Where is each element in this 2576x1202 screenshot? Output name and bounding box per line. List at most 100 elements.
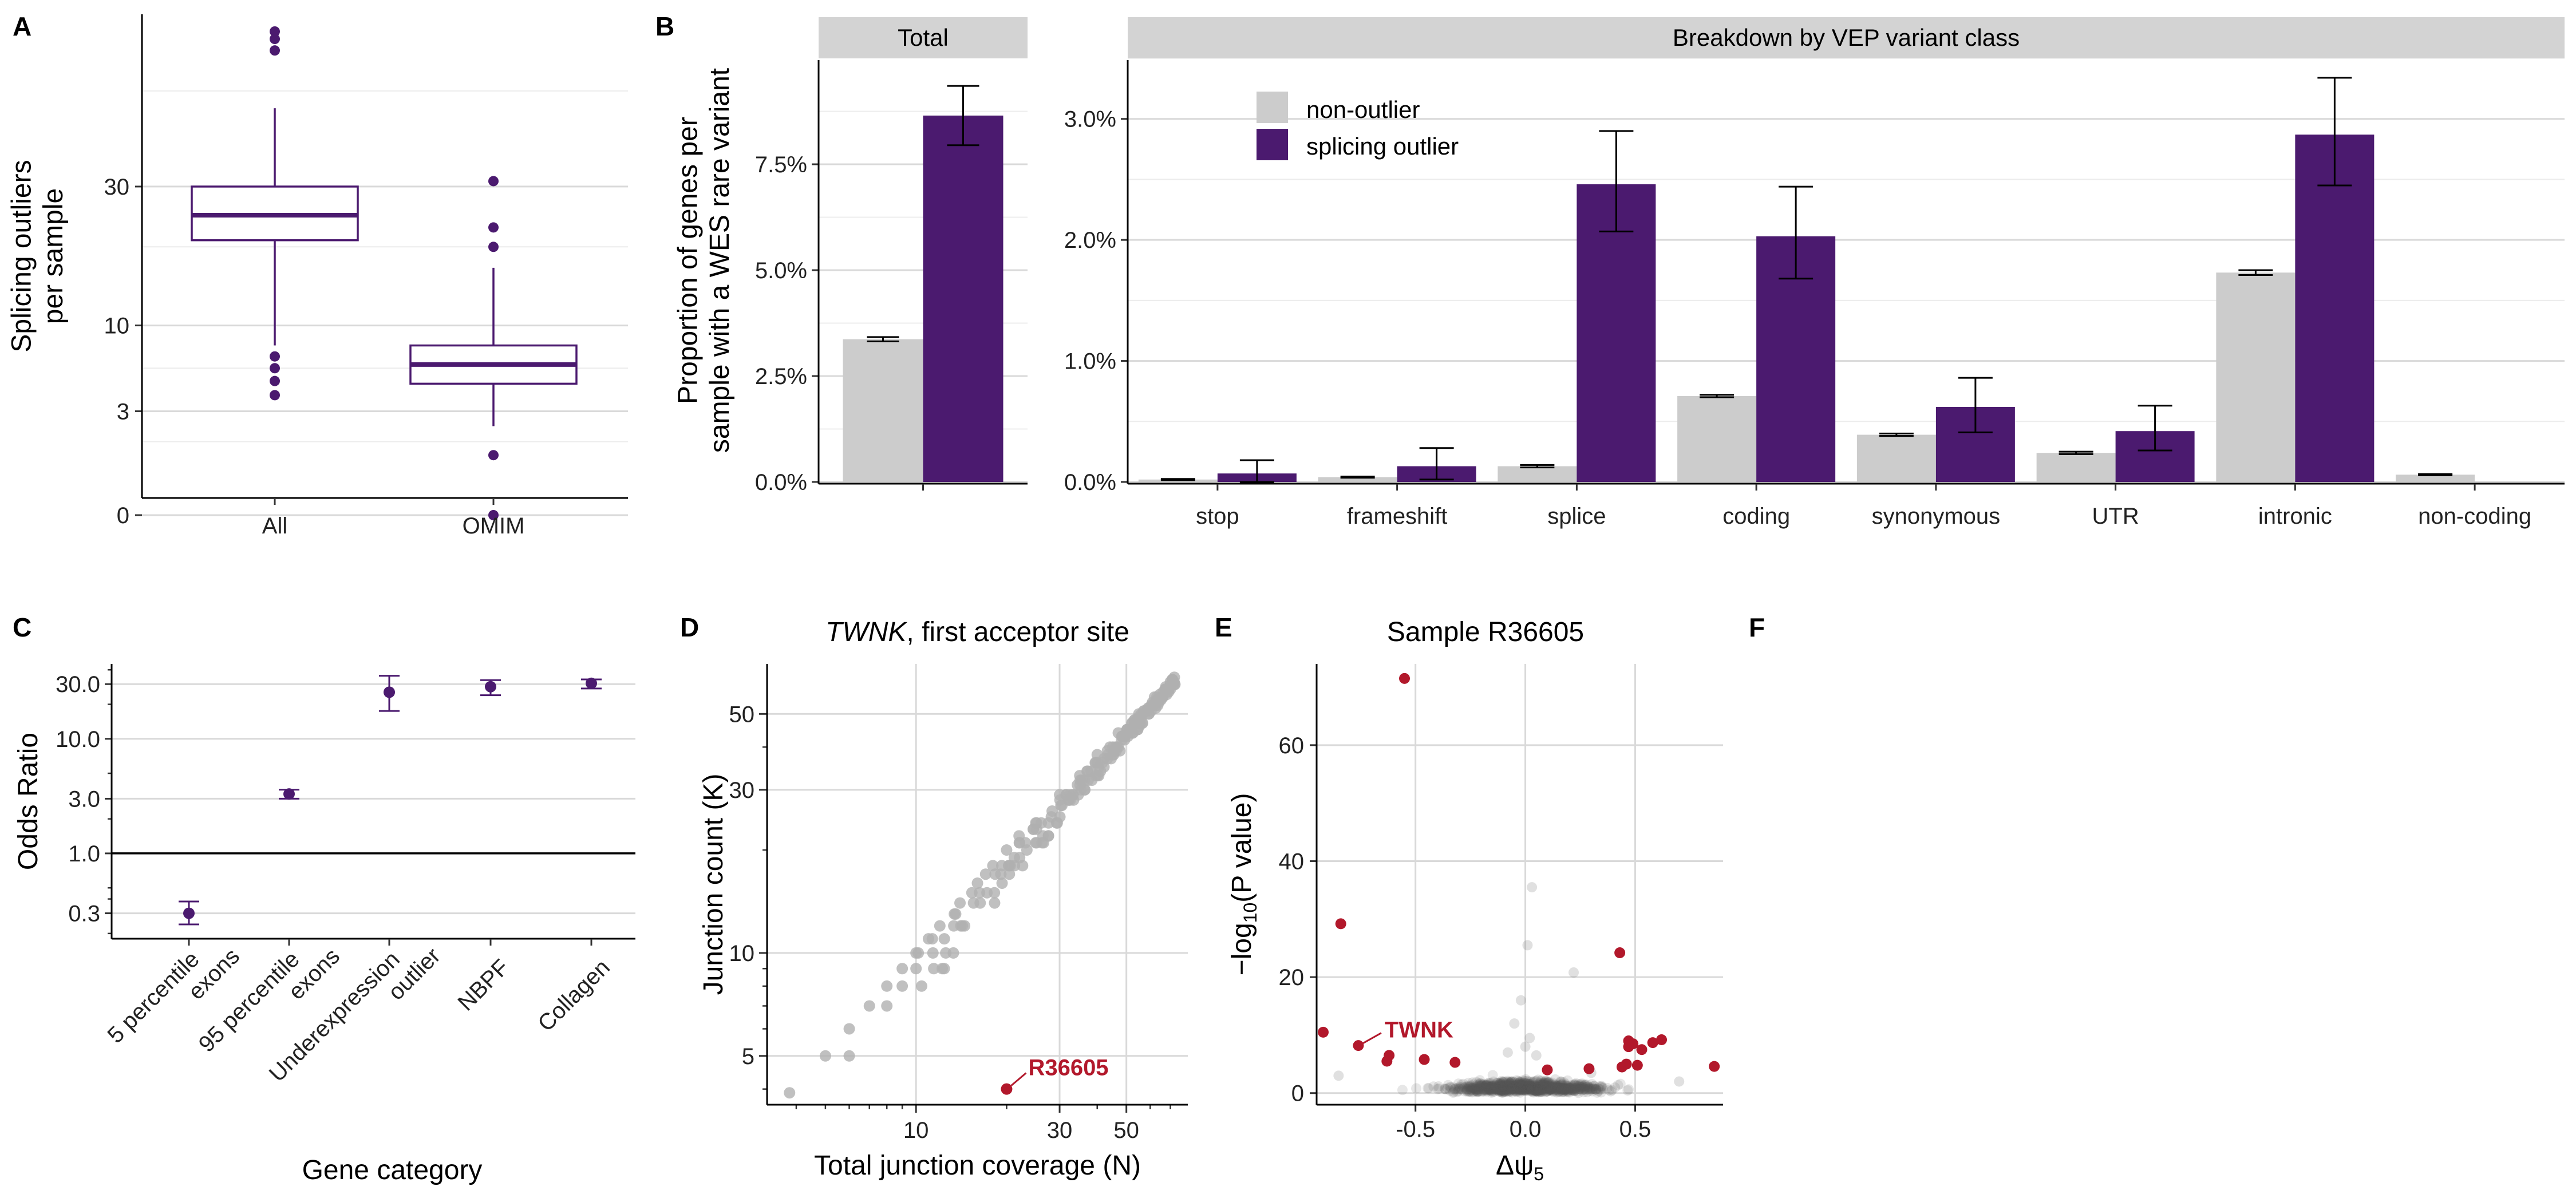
- y-axis-label: Junction count (K): [698, 774, 729, 995]
- background-point: [1501, 1078, 1512, 1089]
- background-point: [1545, 1085, 1556, 1096]
- background-point: [1566, 1085, 1577, 1096]
- background-point: [1433, 1081, 1444, 1092]
- background-point: [1502, 1081, 1512, 1092]
- background-point: [1453, 1082, 1464, 1093]
- background-point: [1471, 1086, 1482, 1097]
- background-point: [1500, 1085, 1511, 1096]
- background-point: [1483, 1084, 1494, 1094]
- background-point: [1531, 1086, 1542, 1097]
- background-point: [1508, 1082, 1519, 1093]
- background-point: [1512, 1084, 1523, 1095]
- background-point: [1560, 1084, 1571, 1095]
- background-point: [1514, 1080, 1525, 1091]
- background-point: [1519, 1085, 1530, 1096]
- background-point: [1574, 1081, 1585, 1092]
- background-point: [1498, 1081, 1508, 1092]
- background-point: [1513, 1082, 1524, 1093]
- background-point: [1523, 1082, 1534, 1093]
- panel-b-barplot: Total 0.0% 2.5% 5.0% 7.5% Proportion of genes…: [673, 17, 2565, 529]
- legend-label-non-outlier: non-outlier: [1306, 96, 1420, 123]
- annotation-label: TWNK: [1385, 1018, 1453, 1043]
- background-point: [1499, 1086, 1510, 1097]
- background-point: [1520, 1083, 1531, 1094]
- background-point: [1502, 1082, 1513, 1093]
- background-point: [1570, 1079, 1581, 1090]
- background-point: [1483, 1078, 1494, 1089]
- background-point: [1527, 1078, 1538, 1089]
- background-point: [1543, 1077, 1554, 1088]
- background-point: [1486, 1084, 1497, 1095]
- background-point: [1477, 1082, 1488, 1093]
- background-point: [1546, 1081, 1557, 1092]
- background-point: [1556, 1085, 1567, 1096]
- background-point: [1554, 1083, 1565, 1094]
- background-point: [1578, 1083, 1589, 1094]
- background-point: [1511, 1084, 1522, 1094]
- background-point: [1523, 1080, 1534, 1090]
- scatter-point: [938, 963, 950, 975]
- background-point: [1448, 1086, 1459, 1097]
- background-point: [1480, 1081, 1491, 1092]
- background-point: [1529, 1082, 1540, 1093]
- background-point: [1569, 1080, 1580, 1090]
- background-point: [1514, 1080, 1525, 1090]
- background-point: [1507, 1081, 1518, 1092]
- strip-breakdown-background: [1128, 17, 2565, 58]
- background-point: [1515, 1076, 1526, 1087]
- background-point: [1463, 1080, 1473, 1091]
- background-point: [1494, 1082, 1505, 1093]
- background-point: [1539, 1081, 1550, 1092]
- background-point: [1474, 1081, 1485, 1092]
- background-point: [1476, 1080, 1487, 1090]
- background-point: [1497, 1087, 1508, 1098]
- background-point: [1507, 1076, 1518, 1087]
- background-point: [1526, 1083, 1536, 1094]
- background-point: [1460, 1082, 1471, 1093]
- background-point: [1535, 1086, 1546, 1097]
- background-point: [1518, 1085, 1529, 1096]
- background-point: [1522, 1078, 1532, 1089]
- background-point: [1529, 1085, 1540, 1096]
- background-point: [1566, 1085, 1577, 1096]
- background-point: [1530, 1081, 1541, 1092]
- background-point: [1555, 1082, 1566, 1093]
- box-outlier-point: [488, 176, 499, 187]
- background-point: [1465, 1080, 1476, 1091]
- background-point: [1496, 1081, 1507, 1092]
- background-point: [1538, 1082, 1549, 1093]
- background-point: [1540, 1076, 1551, 1086]
- background-point: [1531, 1085, 1542, 1096]
- background-point: [1547, 1083, 1558, 1094]
- background-point: [1530, 1085, 1540, 1096]
- box-outlier-point: [270, 26, 280, 37]
- background-point: [1501, 1080, 1512, 1091]
- background-point: [1582, 1080, 1593, 1090]
- background-point: [1571, 1082, 1582, 1093]
- background-point: [1468, 1083, 1479, 1094]
- background-point: [1545, 1084, 1556, 1094]
- background-point: [1519, 1077, 1530, 1088]
- scatter-point: [947, 947, 959, 959]
- background-point: [1480, 1080, 1491, 1090]
- background-point: [1512, 1080, 1523, 1090]
- y-axis-label: Odds Ratio: [13, 733, 44, 870]
- background-point: [1443, 1083, 1453, 1094]
- background-point: [1488, 1080, 1499, 1091]
- background-point: [1526, 1085, 1537, 1096]
- background-point: [1538, 1080, 1549, 1090]
- background-point: [1530, 1085, 1540, 1096]
- background-point: [1502, 1085, 1513, 1096]
- scatter-point: [1074, 770, 1086, 782]
- background-point: [1526, 1085, 1536, 1096]
- background-point: [1519, 1081, 1530, 1092]
- background-point: [1487, 1070, 1498, 1081]
- box-outlier-point: [270, 45, 280, 56]
- background-point: [1546, 1084, 1556, 1095]
- background-point: [1532, 1085, 1543, 1096]
- background-point: [1558, 1083, 1569, 1094]
- background-point: [1522, 1082, 1533, 1093]
- panel-a-boxplot: 0 3 10 30 Splicing outliersper sample All OMIM: [7, 14, 628, 539]
- background-point: [1544, 1084, 1555, 1095]
- background-point: [1454, 1081, 1465, 1092]
